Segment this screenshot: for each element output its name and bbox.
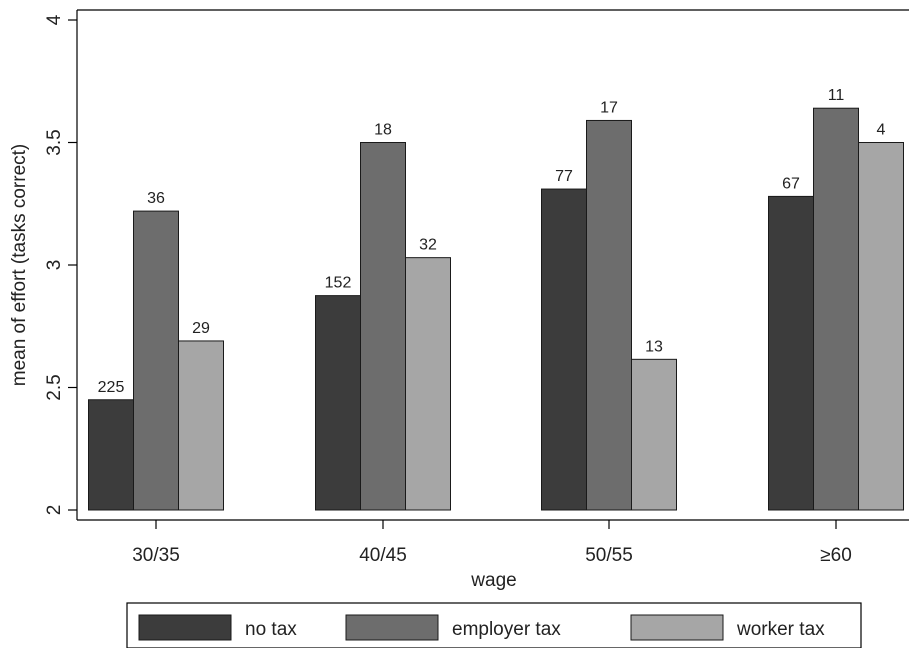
x-axis-title: wage [470, 570, 516, 591]
bar [813, 107, 859, 511]
bars [88, 107, 904, 511]
bar [586, 119, 632, 511]
x-axis: 30/35 40/45 50/55 ≥60 [132, 520, 852, 566]
x-tick-label: 50/55 [585, 545, 633, 566]
legend-swatch [138, 614, 232, 641]
x-tick-label: 40/45 [359, 545, 407, 566]
bar [405, 257, 451, 511]
y-tick-label: 2 [44, 505, 65, 516]
bar [178, 340, 224, 511]
y-tick-label: 3 [44, 260, 65, 271]
legend-label: worker tax [736, 619, 825, 640]
data-label: 29 [192, 320, 210, 337]
data-label: 152 [325, 275, 352, 292]
x-tick-label: 30/35 [132, 545, 180, 566]
bar [768, 195, 814, 511]
data-label: 17 [600, 99, 618, 116]
y-axis-title: mean of effort (tasks correct) [9, 144, 30, 387]
y-tick-label: 2.5 [44, 374, 65, 400]
legend-box [126, 602, 862, 648]
bar [858, 142, 904, 511]
y-tick-label: 4 [44, 14, 65, 25]
data-label: 18 [374, 122, 392, 139]
bar [631, 358, 677, 511]
bar [541, 188, 587, 511]
data-label: 11 [828, 87, 845, 104]
data-label: 4 [877, 122, 886, 139]
bar [315, 295, 361, 511]
data-label: 32 [419, 237, 437, 254]
bar [88, 399, 134, 511]
y-tick-label: 3.5 [44, 129, 65, 155]
data-label: 77 [555, 168, 573, 185]
legend-swatch [345, 614, 439, 641]
data-label: 36 [147, 190, 165, 207]
data-label: 13 [645, 338, 663, 355]
y-axis: 2 2.5 3 3.5 4 [44, 14, 77, 515]
bar [360, 142, 406, 511]
count-labels: 225 152 77 67 36 18 17 11 29 32 13 4 [98, 87, 886, 396]
legend: no tax employer tax worker tax [126, 602, 862, 648]
data-label: 225 [98, 379, 125, 396]
legend-swatch [630, 614, 724, 641]
bar [133, 210, 179, 511]
x-tick-label: ≥60 [820, 545, 852, 566]
data-label: 67 [782, 175, 800, 192]
legend-label: employer tax [452, 619, 561, 640]
legend-label: no tax [245, 619, 297, 640]
